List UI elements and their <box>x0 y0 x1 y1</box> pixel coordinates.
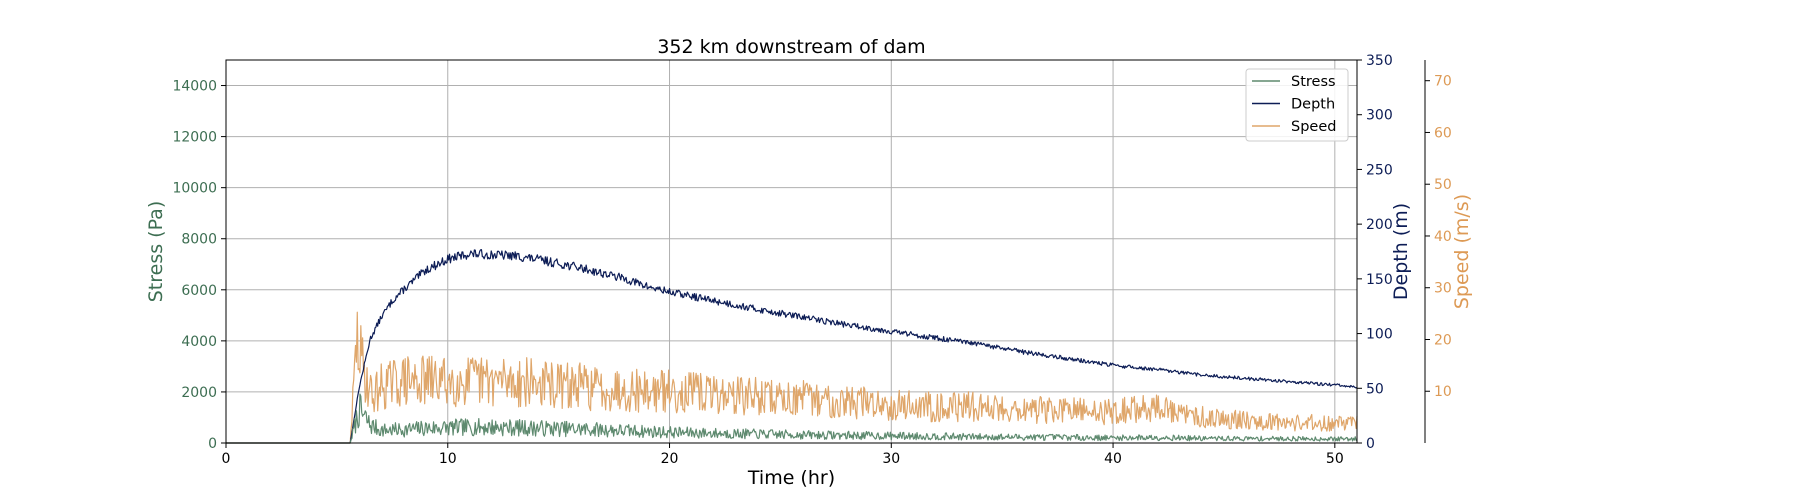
x-axis: 0 10 20 30 40 50 <box>222 443 1344 467</box>
x-tick-label: 20 <box>661 451 679 467</box>
depth-axis-title: Depth (m) <box>1390 203 1412 300</box>
speed-tick-label: 40 <box>1434 229 1452 245</box>
stress-axis: 0 2000 4000 6000 8000 10000 12000 14000 <box>172 79 226 452</box>
stress-tick-label: 10000 <box>172 181 217 197</box>
chart-title: 352 km downstream of dam <box>657 36 925 58</box>
series-line-speed <box>226 311 1358 444</box>
speed-axis-title: Speed (m/s) <box>1451 194 1473 309</box>
depth-tick-label: 350 <box>1366 53 1393 69</box>
legend-label-stress: Stress <box>1291 74 1336 90</box>
depth-tick-label: 300 <box>1366 108 1393 124</box>
speed-tick-label: 20 <box>1434 332 1452 348</box>
depth-tick-label: 100 <box>1366 327 1393 343</box>
x-axis-title: Time (hr) <box>747 467 835 489</box>
x-tick-label: 30 <box>882 451 900 467</box>
legend-label-depth: Depth <box>1291 97 1335 113</box>
stress-tick-label: 2000 <box>181 385 217 401</box>
x-tick-label: 40 <box>1104 451 1122 467</box>
depth-tick-label: 0 <box>1366 436 1375 452</box>
x-tick-label: 50 <box>1326 451 1344 467</box>
speed-axis: 10 20 30 40 50 60 70 <box>1424 60 1452 443</box>
depth-axis: 0 50 100 150 200 250 300 350 <box>1357 53 1393 452</box>
stress-tick-label: 8000 <box>181 232 217 248</box>
legend-label-speed: Speed <box>1291 119 1336 135</box>
speed-tick-label: 60 <box>1434 125 1452 141</box>
depth-tick-label: 250 <box>1366 162 1393 178</box>
series-lines <box>226 249 1358 444</box>
speed-tick-label: 30 <box>1434 281 1452 297</box>
x-tick-label: 0 <box>222 451 231 467</box>
stress-tick-label: 14000 <box>172 79 217 95</box>
series-line-stress <box>226 393 1358 444</box>
legend-box <box>1245 68 1349 142</box>
stress-tick-label: 6000 <box>181 283 217 299</box>
depth-tick-label: 150 <box>1366 272 1393 288</box>
speed-tick-label: 50 <box>1434 177 1452 193</box>
x-tick-label: 10 <box>439 451 457 467</box>
speed-tick-label: 10 <box>1434 384 1452 400</box>
plot-frame <box>225 59 1358 444</box>
depth-tick-label: 50 <box>1366 381 1384 397</box>
depth-tick-label: 200 <box>1366 217 1393 233</box>
legend: Stress Depth Speed <box>1245 68 1349 142</box>
speed-tick-label: 70 <box>1434 74 1452 90</box>
stress-tick-label: 12000 <box>172 130 217 146</box>
series-line-depth <box>226 249 1358 444</box>
stress-tick-label: 4000 <box>181 334 217 350</box>
stress-axis-title: Stress (Pa) <box>145 201 167 303</box>
stress-tick-label: 0 <box>208 436 217 452</box>
